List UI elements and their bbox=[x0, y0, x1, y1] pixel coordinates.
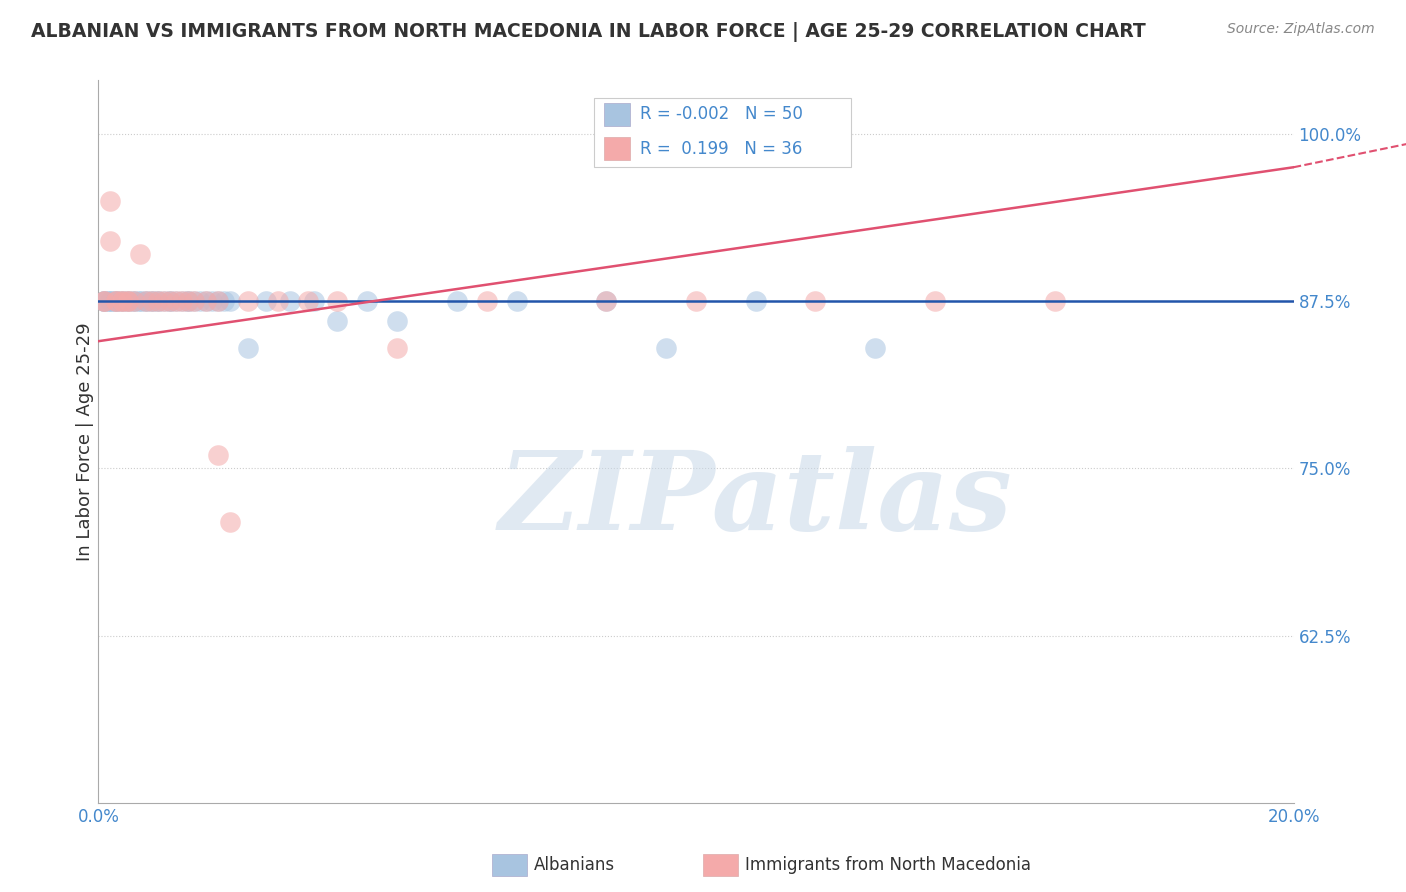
Y-axis label: In Labor Force | Age 25-29: In Labor Force | Age 25-29 bbox=[76, 322, 94, 561]
Point bbox=[183, 294, 205, 309]
Point bbox=[98, 294, 122, 309]
Point bbox=[865, 341, 887, 355]
Point bbox=[195, 294, 218, 309]
Bar bbox=[605, 137, 630, 161]
Point bbox=[475, 294, 498, 309]
Point bbox=[188, 294, 211, 309]
Point bbox=[105, 294, 128, 309]
Point bbox=[326, 294, 349, 309]
Point bbox=[207, 294, 229, 309]
Text: Source: ZipAtlas.com: Source: ZipAtlas.com bbox=[1227, 22, 1375, 37]
Text: Albanians: Albanians bbox=[534, 856, 616, 874]
Point bbox=[135, 294, 157, 309]
Point bbox=[219, 515, 242, 529]
Point bbox=[93, 294, 115, 309]
Point bbox=[219, 294, 242, 309]
Point bbox=[98, 294, 122, 309]
Point bbox=[385, 314, 409, 328]
Point bbox=[236, 341, 259, 355]
Point bbox=[595, 294, 617, 309]
Point bbox=[278, 294, 301, 309]
Point bbox=[207, 448, 229, 462]
Point bbox=[135, 294, 157, 309]
Point bbox=[446, 294, 468, 309]
Point bbox=[201, 294, 224, 309]
Point bbox=[212, 294, 235, 309]
Text: R = -0.002   N = 50: R = -0.002 N = 50 bbox=[640, 105, 803, 123]
Point bbox=[117, 294, 139, 309]
Point bbox=[124, 294, 146, 309]
Point bbox=[153, 294, 176, 309]
Point bbox=[105, 294, 128, 309]
Point bbox=[924, 294, 946, 309]
Point bbox=[236, 294, 259, 309]
Point bbox=[98, 194, 122, 208]
Point bbox=[148, 294, 170, 309]
Point bbox=[93, 294, 115, 309]
Point bbox=[254, 294, 277, 309]
Bar bbox=[605, 103, 630, 126]
Point bbox=[93, 294, 115, 309]
Point bbox=[326, 314, 349, 328]
Point bbox=[111, 294, 134, 309]
Point bbox=[111, 294, 134, 309]
Point bbox=[177, 294, 200, 309]
Point bbox=[117, 294, 139, 309]
Point bbox=[135, 294, 157, 309]
Point bbox=[297, 294, 319, 309]
Point bbox=[183, 294, 205, 309]
Point bbox=[117, 294, 139, 309]
Point bbox=[141, 294, 163, 309]
Point bbox=[177, 294, 200, 309]
Point bbox=[153, 294, 176, 309]
Point bbox=[159, 294, 181, 309]
Text: ZIPatlas: ZIPatlas bbox=[499, 446, 1012, 553]
Point bbox=[195, 294, 218, 309]
Point bbox=[148, 294, 170, 309]
Point bbox=[172, 294, 194, 309]
Point bbox=[804, 294, 827, 309]
Point bbox=[141, 294, 163, 309]
Point bbox=[506, 294, 529, 309]
Point bbox=[165, 294, 187, 309]
Bar bbox=[595, 98, 852, 167]
Point bbox=[745, 294, 768, 309]
Point bbox=[595, 294, 617, 309]
Point bbox=[111, 294, 134, 309]
Point bbox=[124, 294, 146, 309]
Point bbox=[98, 234, 122, 248]
Point bbox=[129, 247, 152, 261]
Point bbox=[141, 294, 163, 309]
Point bbox=[124, 294, 146, 309]
Point bbox=[159, 294, 181, 309]
Point bbox=[177, 294, 200, 309]
Point bbox=[165, 294, 187, 309]
Text: ALBANIAN VS IMMIGRANTS FROM NORTH MACEDONIA IN LABOR FORCE | AGE 25-29 CORRELATI: ALBANIAN VS IMMIGRANTS FROM NORTH MACEDO… bbox=[31, 22, 1146, 42]
Point bbox=[356, 294, 378, 309]
Point bbox=[105, 294, 128, 309]
Point bbox=[385, 341, 409, 355]
Point bbox=[93, 294, 115, 309]
Point bbox=[105, 294, 128, 309]
Point bbox=[129, 294, 152, 309]
Point bbox=[302, 294, 325, 309]
Text: R =  0.199   N = 36: R = 0.199 N = 36 bbox=[640, 140, 803, 158]
Point bbox=[159, 294, 181, 309]
Point bbox=[93, 294, 115, 309]
Point bbox=[1043, 294, 1066, 309]
Text: Immigrants from North Macedonia: Immigrants from North Macedonia bbox=[745, 856, 1031, 874]
Point bbox=[129, 294, 152, 309]
Point bbox=[148, 294, 170, 309]
Point bbox=[267, 294, 290, 309]
Point bbox=[655, 341, 678, 355]
Point bbox=[98, 294, 122, 309]
Point bbox=[117, 294, 139, 309]
Point bbox=[111, 294, 134, 309]
Point bbox=[105, 294, 128, 309]
Point bbox=[207, 294, 229, 309]
Point bbox=[172, 294, 194, 309]
Point bbox=[685, 294, 707, 309]
